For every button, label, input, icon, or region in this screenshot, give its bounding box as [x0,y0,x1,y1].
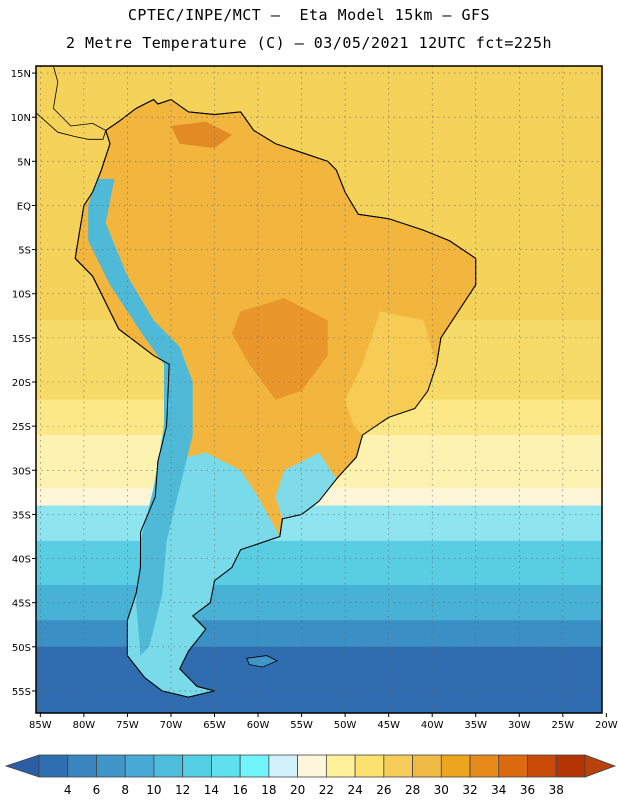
colorbar-swatch [153,754,184,778]
colorbar-high-arrow [584,754,617,778]
latitude-axis: 15N 10N 5N EQ 5S 10S 15S 20S 25S 30S 35S 40S 45S 50S 5… [11,69,36,698]
colorbar-label: 26 [376,783,391,797]
colorbar-swatch [555,754,586,778]
colorbar-label: 14 [204,783,219,797]
lon-tick-label: 50W [334,720,357,731]
lat-tick-label: 20S [12,378,31,389]
coastline [74,98,477,698]
mild-zone-southeast [345,311,437,435]
colorbar-label: 34 [491,783,506,797]
lon-tick-label: 45W [377,720,400,731]
lat-lon-grid [36,66,602,713]
colorbar-swatch [182,754,212,778]
colorbar-label: 4 [64,783,72,797]
lat-tick-label: 55S [12,687,31,698]
colorbar-label: 10 [146,783,161,797]
lon-tick-label: 20W [595,720,618,731]
lat-tick-label: 30S [12,466,31,477]
ocean-band [36,585,602,621]
colorbar-swatch [38,754,69,778]
lat-tick-label: 15S [12,334,31,345]
colorbar-swatch [268,754,299,778]
lat-tick-label: 5S [18,246,31,257]
hot-zone-interior [231,298,328,400]
ocean-band [36,620,602,648]
lat-tick-label: 10N [11,113,31,124]
map-frame [35,65,603,714]
ocean-band [36,505,602,542]
lat-tick-label: 10S [12,290,31,301]
colorbar-label: 8 [121,783,129,797]
lat-tick-label: 35S [12,510,31,521]
cold-zone-andes [88,179,193,656]
lon-tick-label: 80W [73,720,96,731]
colorbar-swatch [297,754,327,778]
lon-tick-label: 60W [247,720,270,731]
colorbar-label: 32 [462,783,477,797]
colorbar-swatch [239,754,270,778]
lat-tick-label: 15N [11,69,31,80]
lon-tick-label: 65W [203,720,226,731]
lat-tick-label: EQ [17,201,31,212]
colorbar: 4 6 8 10 12 14 16 18 20 22 24 26 28 30 32 34 36 38 [4,754,617,797]
lat-tick-label: 45S [12,599,31,610]
colorbar-swatch [527,754,557,778]
falkland-islands [246,655,279,668]
colorbar-swatch [124,754,155,778]
colorbar-label: 36 [520,783,535,797]
lon-tick-label: 55W [290,720,313,731]
lon-tick-label: 70W [160,720,183,731]
lon-tick-label: 40W [421,720,444,731]
ocean-band [36,540,602,586]
lat-tick-label: 40S [12,555,31,566]
colorbar-swatch [412,754,442,778]
colorbar-swatch [325,754,356,778]
colorbar-label: 16 [233,783,248,797]
lon-tick-label: 75W [116,720,139,731]
lon-tick-label: 85W [29,720,52,731]
title-line-1: CPTEC/INPE/MCT – Eta Model 15km – GFS [127,6,491,24]
colorbar-label: 12 [175,783,190,797]
colorbar-label: 18 [261,783,276,797]
colorbar-swatch [211,754,241,778]
colorbar-label: 6 [93,783,101,797]
cool-zone-uruguay [275,452,337,519]
colorbar-swatch [67,754,97,778]
colorbar-swatch [440,754,471,778]
colorbar-low-arrow [4,754,40,778]
colorbar-swatch [383,754,413,778]
lat-tick-label: 5N [17,157,31,168]
colorbar-swatch [354,754,385,778]
colorbar-label: 28 [405,783,420,797]
colorbar-swatch [96,754,126,778]
colorbar-label: 24 [347,783,362,797]
hot-zone-venezuela [171,121,232,149]
colorbar-swatch [498,754,528,778]
land-temperature-field [36,66,477,698]
colorbar-swatch [469,754,500,778]
longitude-axis: 85W 80W 75W 70W 65W 60W 55W 50W 45W 40W 35W 30W 25W 2… [29,713,618,731]
ocean-band [36,646,602,713]
title-line-2: 2 Metre Temperature (C) – 03/05/2021 12U… [65,34,553,52]
lon-tick-label: 25W [552,720,575,731]
colorbar-label: 20 [290,783,305,797]
lat-tick-label: 50S [12,643,31,654]
lon-tick-label: 35W [464,720,487,731]
lat-tick-label: 25S [12,422,31,433]
colorbar-label: 38 [549,783,564,797]
colorbar-label: 22 [319,783,334,797]
colorbar-label: 30 [434,783,449,797]
lon-tick-label: 30W [508,720,531,731]
